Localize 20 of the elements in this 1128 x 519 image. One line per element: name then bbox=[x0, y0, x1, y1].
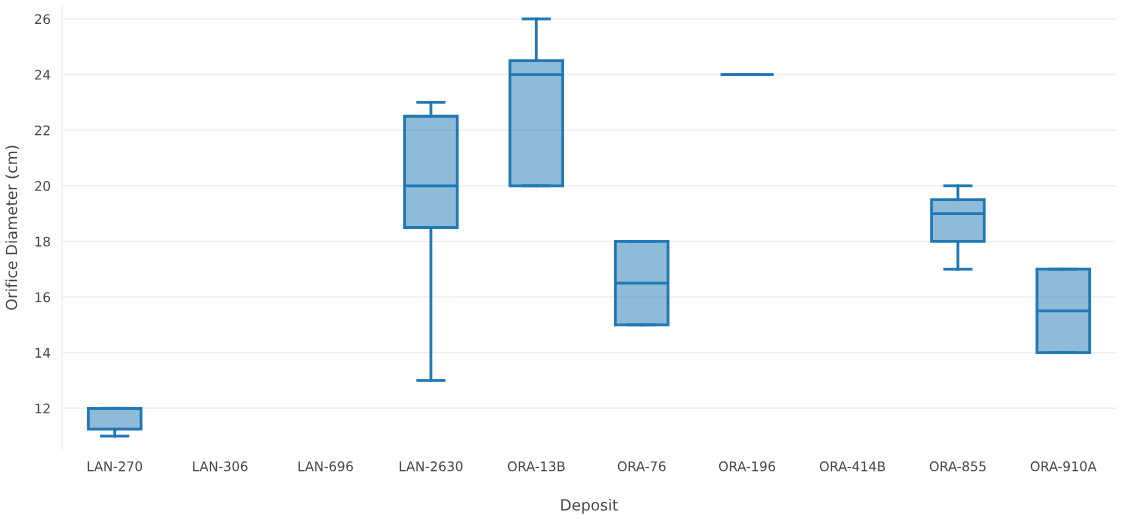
x-tick-label: ORA-196 bbox=[718, 461, 776, 472]
x-tick-label: LAN-696 bbox=[298, 461, 353, 472]
y-tick-label: 18 bbox=[35, 236, 50, 247]
x-tick-label: LAN-2630 bbox=[399, 461, 463, 472]
x-axis-title: Deposit bbox=[561, 498, 618, 514]
x-tick-label: ORA-855 bbox=[929, 461, 986, 472]
y-tick-label: 26 bbox=[35, 14, 51, 25]
y-tick-label: 20 bbox=[35, 181, 51, 191]
y-tick-label: 16 bbox=[35, 292, 51, 303]
x-tick-label: LAN-270 bbox=[87, 461, 143, 472]
x-tick-label: LAN-306 bbox=[193, 461, 248, 472]
x-tick-label: ORA-13B bbox=[507, 461, 565, 472]
y-tick-label: 22 bbox=[35, 125, 50, 136]
y-tick-label: 24 bbox=[35, 69, 51, 80]
x-tick-label: ORA-414B bbox=[819, 461, 885, 472]
y-tick-label: 12 bbox=[35, 403, 50, 414]
x-tick-label: ORA-910A bbox=[1030, 461, 1097, 472]
x-tick-label: ORA-76 bbox=[617, 461, 666, 472]
y-axis-title: Orifice Diameter (cm) bbox=[5, 145, 20, 310]
y-tick-label: 14 bbox=[35, 348, 51, 358]
